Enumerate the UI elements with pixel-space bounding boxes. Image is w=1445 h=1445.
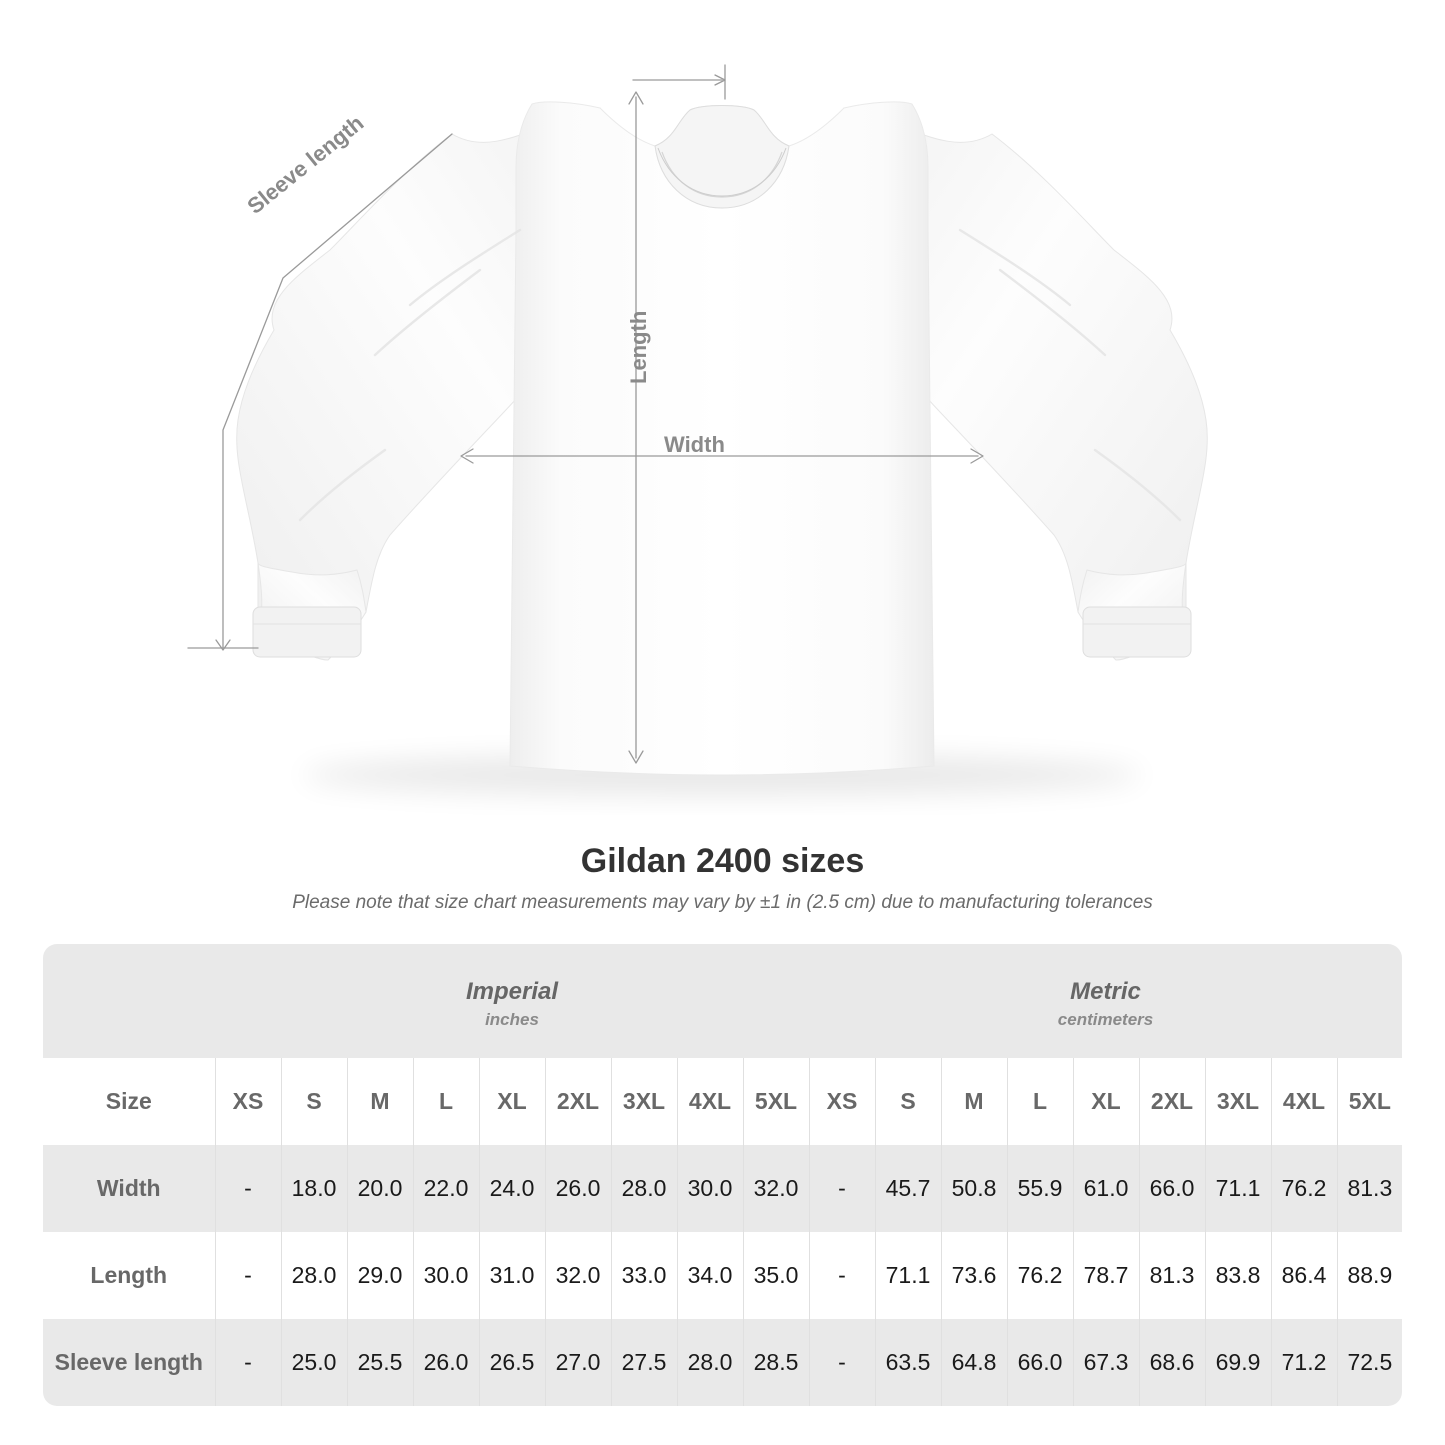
svg-text:Length: Length (626, 311, 651, 384)
svg-text:Width: Width (664, 432, 725, 457)
svg-text:Sleeve length: Sleeve length (242, 110, 368, 219)
